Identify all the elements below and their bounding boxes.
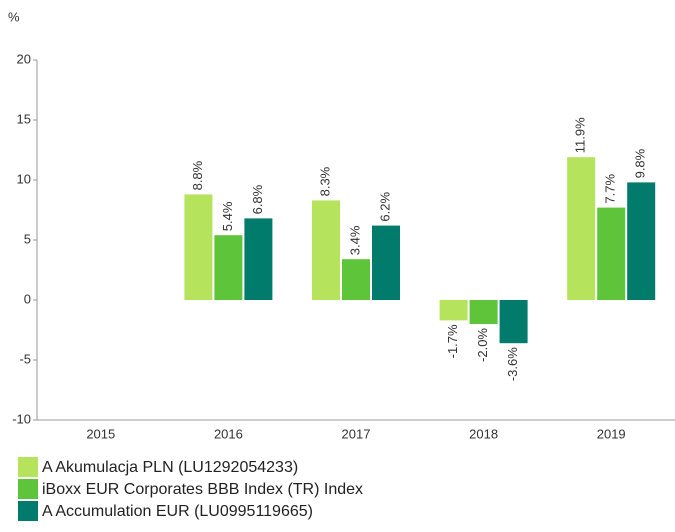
x-tick-label: 2019 bbox=[597, 426, 626, 441]
data-label: -2.0% bbox=[475, 328, 490, 362]
legend-swatch bbox=[18, 501, 38, 521]
data-label: 7.7% bbox=[603, 174, 618, 204]
data-label: 8.8% bbox=[190, 160, 205, 190]
bar bbox=[312, 200, 340, 300]
y-tick-label: 15 bbox=[17, 111, 31, 126]
x-tick-label: 2015 bbox=[86, 426, 115, 441]
data-label: -3.6% bbox=[505, 347, 520, 381]
legend-swatch bbox=[18, 479, 38, 499]
y-tick-label: 20 bbox=[17, 51, 31, 66]
legend-swatch bbox=[18, 457, 38, 477]
y-tick-label: -10 bbox=[12, 411, 31, 426]
x-tick-label: 2016 bbox=[214, 426, 243, 441]
data-label: 3.4% bbox=[347, 225, 362, 255]
y-tick-label: 10 bbox=[17, 171, 31, 186]
legend-label: iBoxx EUR Corporates BBB Index (TR) Inde… bbox=[42, 481, 363, 498]
bar bbox=[342, 259, 370, 300]
bar bbox=[469, 300, 498, 324]
bar bbox=[597, 207, 626, 300]
bar bbox=[499, 300, 528, 344]
bar bbox=[214, 235, 243, 300]
data-label: 8.3% bbox=[317, 166, 332, 196]
bar bbox=[627, 182, 656, 300]
y-tick-label: 5 bbox=[24, 231, 31, 246]
data-label: 5.4% bbox=[220, 201, 235, 231]
bar bbox=[244, 218, 273, 300]
y-axis-label: % bbox=[8, 9, 20, 24]
y-tick-label: -5 bbox=[19, 351, 31, 366]
data-label: 6.2% bbox=[377, 192, 392, 222]
data-label: 11.9% bbox=[573, 117, 588, 153]
data-label: -1.7% bbox=[445, 324, 460, 358]
legend-label: A Accumulation EUR (LU0995119665) bbox=[42, 503, 313, 520]
data-label: 9.8% bbox=[633, 148, 648, 178]
x-tick-label: 2017 bbox=[342, 426, 371, 441]
legend-label: A Akumulacja PLN (LU1292054233) bbox=[42, 459, 298, 476]
bar bbox=[567, 157, 596, 300]
x-tick-label: 2018 bbox=[469, 426, 498, 441]
bar bbox=[439, 300, 468, 321]
y-tick-label: 0 bbox=[24, 291, 31, 306]
data-label: 6.8% bbox=[250, 184, 265, 214]
bar bbox=[372, 225, 400, 300]
bar bbox=[184, 194, 213, 300]
